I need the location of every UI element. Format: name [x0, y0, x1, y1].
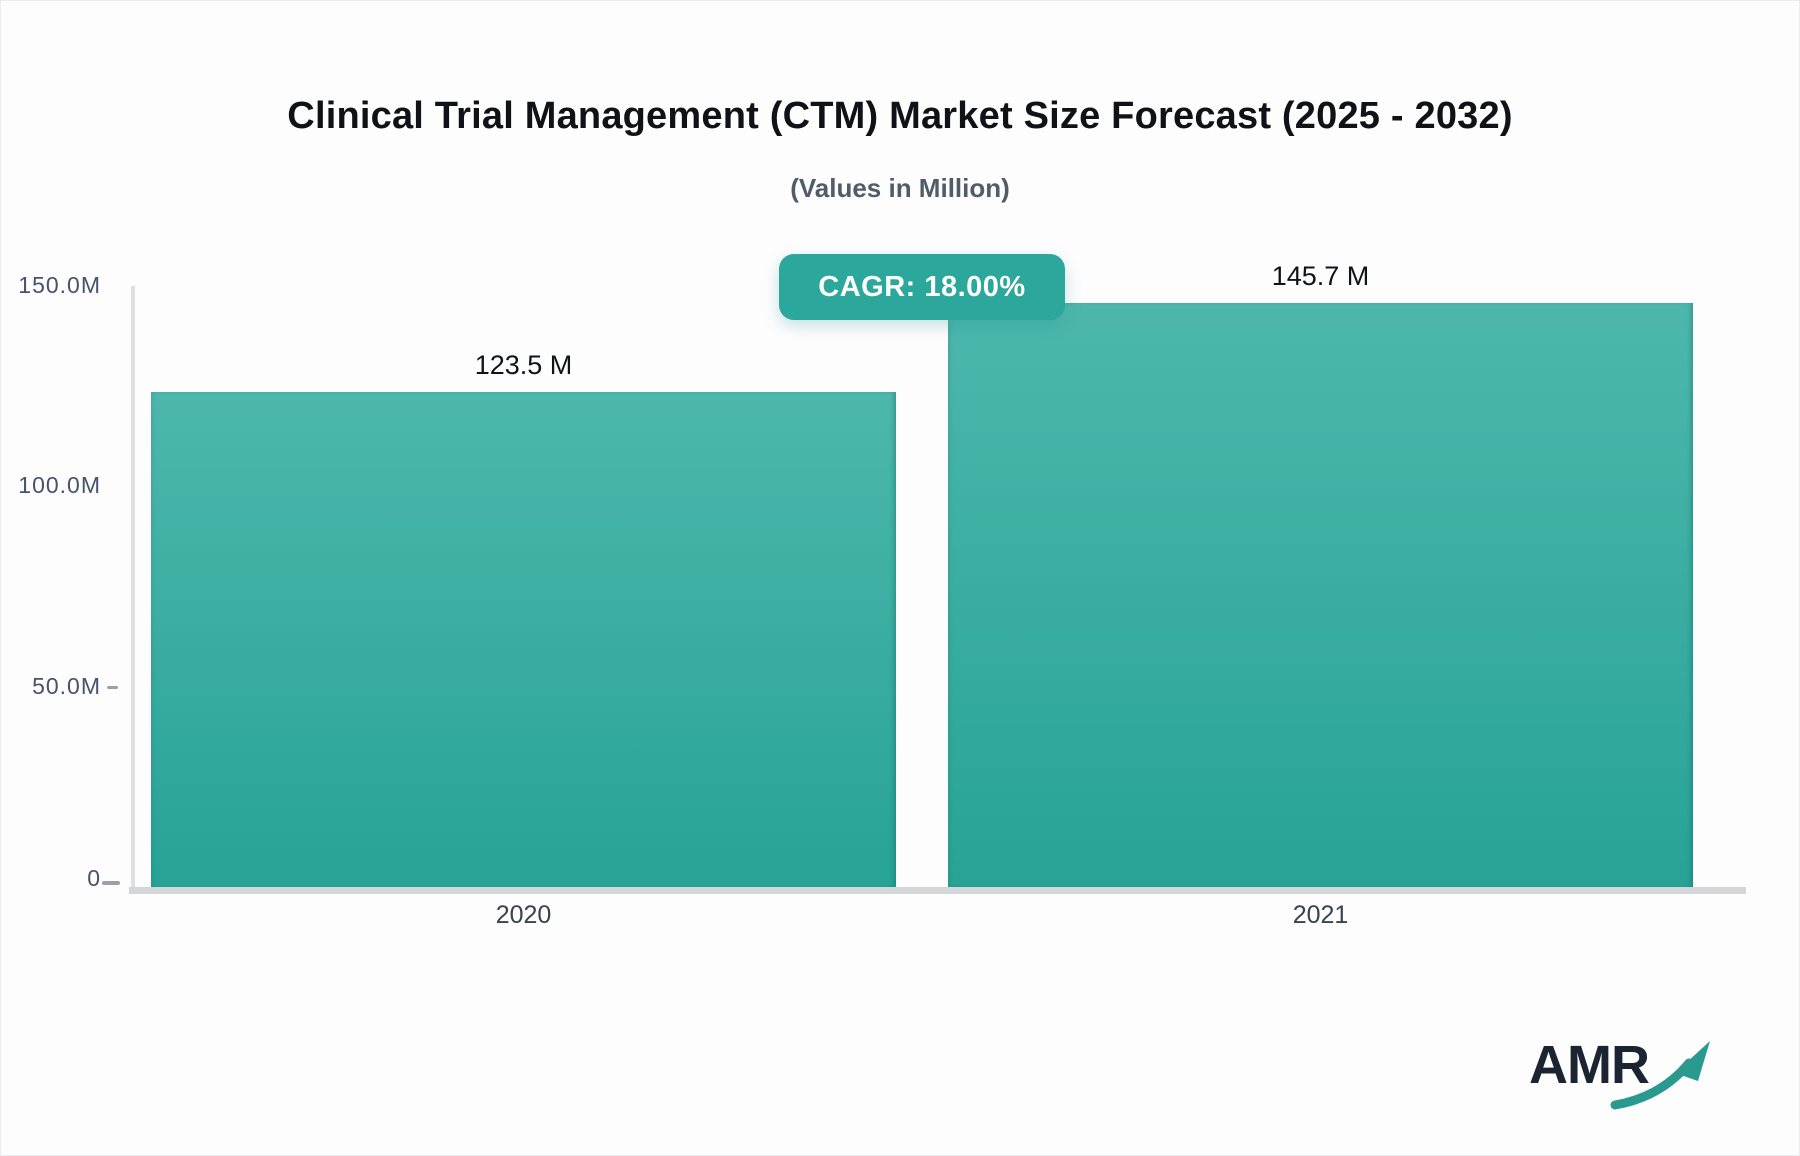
bar-value-label-2020: 123.5 M: [474, 350, 573, 380]
chart-title: Clinical Trial Management (CTM) Market S…: [287, 95, 1513, 137]
amr-logo-graphic: AMR: [1529, 1035, 1710, 1110]
y-axis-tick-label-50.0M: 50.0M: [32, 673, 101, 699]
bar-value-label-2021: 145.7 M: [1271, 261, 1370, 291]
amr-logo: AMR: [1529, 1031, 1724, 1121]
y-axis-tick-label-100.0M: 100.0M: [18, 472, 101, 498]
x-axis-label-2020: 2020: [495, 901, 552, 929]
chart-subtitle: (Values in Million): [790, 173, 1010, 203]
cagr-badge: CAGR: 18.00%: [779, 254, 1065, 320]
y-axis-tick-label-0: 0: [87, 865, 101, 891]
cagr-badge-label: CAGR: 18.00%: [818, 270, 1026, 303]
amr-logo-text: AMR: [1529, 1035, 1649, 1095]
plot-area: 123.5 M 2020 145.7 M 2021: [129, 261, 1746, 929]
growth-arrow-head-icon: [1675, 1041, 1710, 1081]
bar-2021[interactable]: [948, 303, 1693, 887]
y-axis-tick-mark: [102, 881, 120, 885]
y-axis-tick-mark: [107, 686, 118, 689]
bar-2020[interactable]: [151, 392, 896, 887]
x-axis-baseline: [129, 887, 1746, 894]
y-axis-tick-label-150.0M: 150.0M: [18, 272, 101, 298]
y-axis-line: [131, 286, 135, 887]
x-axis-label-2021: 2021: [1292, 901, 1349, 929]
